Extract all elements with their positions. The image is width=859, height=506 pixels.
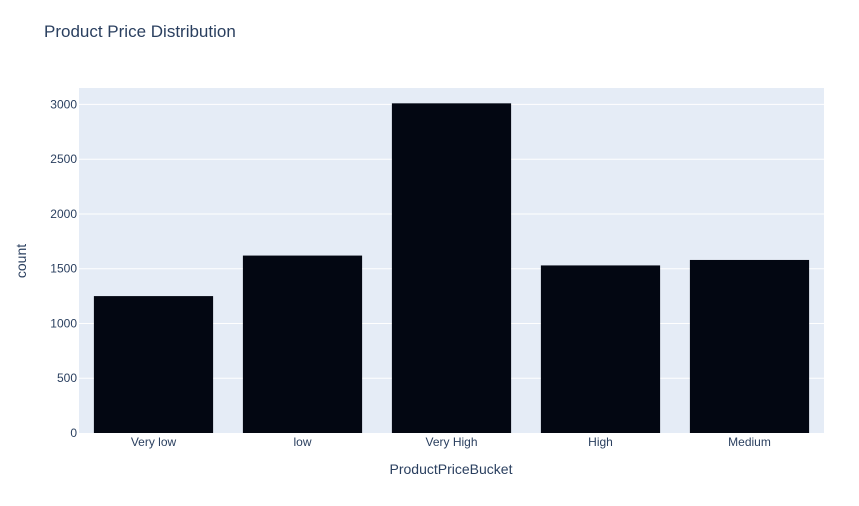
y-tick-label: 0 (70, 426, 77, 440)
bar-very-high (391, 103, 512, 433)
y-tick-label: 2000 (50, 207, 77, 221)
y-tick-label: 2500 (50, 152, 77, 166)
y-tick-label: 3000 (50, 97, 77, 111)
y-tick-label: 1500 (50, 262, 77, 276)
y-axis-title: count (13, 244, 29, 278)
x-axis-title: ProductPriceBucket (390, 461, 513, 477)
x-tick-label: Medium (728, 435, 771, 449)
bar-very-low (93, 296, 214, 433)
x-axis-ticks: Very low low Very High High Medium (131, 435, 771, 449)
y-tick-label: 500 (57, 371, 77, 385)
bar-medium (689, 259, 810, 433)
x-tick-label: Very High (425, 435, 477, 449)
x-tick-label: High (588, 435, 613, 449)
x-tick-label: low (293, 435, 311, 449)
x-tick-label: Very low (131, 435, 177, 449)
bars (93, 103, 810, 433)
bar-high (540, 265, 661, 433)
bar-low (242, 255, 363, 433)
y-tick-label: 1000 (50, 316, 77, 330)
chart-title: Product Price Distribution (44, 22, 236, 41)
y-axis-ticks: 0 500 1000 1500 2000 2500 3000 (50, 97, 77, 440)
